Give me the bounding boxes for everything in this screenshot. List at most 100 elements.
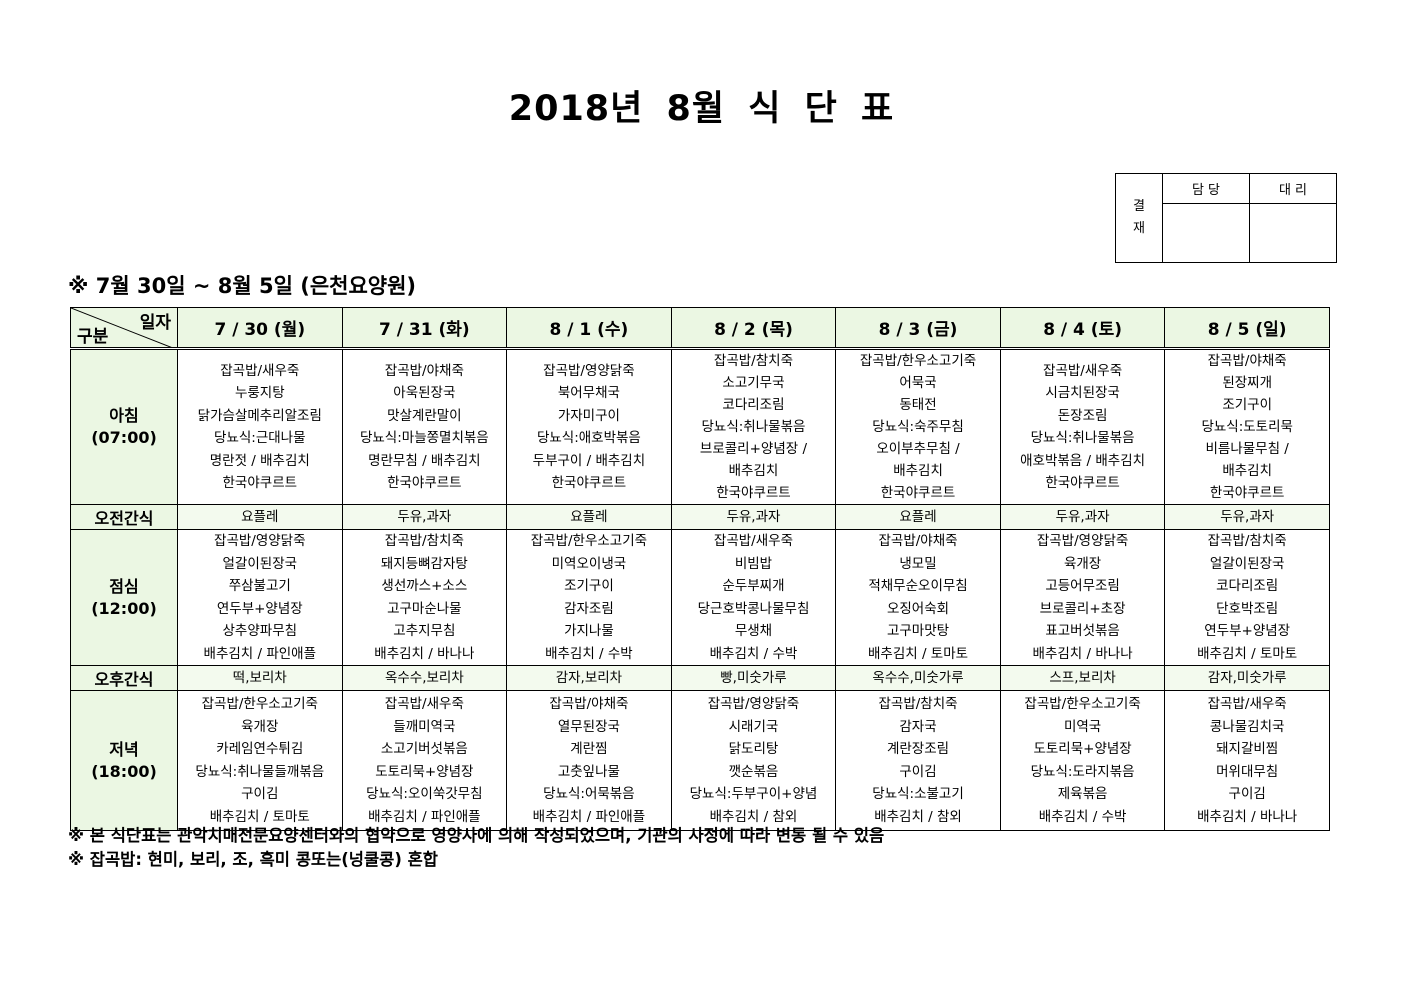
- meal-time: (18:00): [91, 761, 157, 781]
- menu-cell: 스프,보리차: [999, 665, 1166, 691]
- menu-item: 쭈삼불고기: [228, 578, 291, 594]
- day-header: 7 / 30 (월): [177, 307, 343, 350]
- menu-item: 배추김치 / 파인애플: [368, 808, 481, 825]
- day-header: 7 / 31 (화): [341, 307, 508, 350]
- menu-item: 잡곡밥/새우죽: [1043, 362, 1123, 379]
- menu-item: 콩나물김치국: [1209, 718, 1285, 735]
- menu-item: 시래기국: [728, 718, 779, 735]
- menu-cell: 옥수수,미숫가루: [835, 665, 1001, 691]
- menu-item: 잡곡밥/한우소고기죽: [201, 696, 318, 712]
- menu-item: 애호박볶음 / 배추김치: [1020, 452, 1146, 469]
- menu-item: 당뇨식:오이쑥갓무침: [366, 786, 483, 802]
- row-dinner: 저녁 (18:00) 잡곡밥/한우소고기죽 육개장 카레임연수튀김 당뇨식:취나물들깨볶음…: [70, 690, 1330, 831]
- approval-sign-manager[interactable]: [1162, 203, 1250, 263]
- period-subtitle: ※ 7월 30일 ~ 8월 5일 (은천요양원): [68, 274, 417, 298]
- menu-item: 브로콜리+양념장 /: [699, 441, 808, 457]
- day-header: 8 / 4 (토): [999, 307, 1166, 350]
- menu-item: 비름나물무침 /: [1205, 441, 1289, 457]
- menu-item: 한국야쿠르트: [716, 485, 791, 501]
- menu-cell: 잡곡밥/영양닭죽 얼갈이된장국 쭈삼불고기 연두부+양념장 상추양파무침 배추김치 / 파…: [177, 529, 343, 666]
- menu-item: 맛살계란말이: [387, 407, 462, 424]
- row-label-breakfast: 아침 (07:00): [70, 348, 178, 505]
- menu-item: 한국야쿠르트: [1209, 485, 1285, 501]
- menu-item: 북어무채국: [557, 385, 620, 401]
- menu-cell: 두유,과자: [1164, 504, 1330, 530]
- menu-item: 당뇨식:도라지볶음: [1030, 763, 1135, 780]
- menu-item: 동태전: [899, 397, 937, 413]
- menu-item: 배추김치 / 참외: [874, 808, 962, 825]
- menu-cell: 감자,미숫가루: [1164, 665, 1330, 691]
- menu-item: 조기구이: [564, 578, 614, 594]
- day-header: 8 / 5 (일): [1164, 307, 1330, 350]
- menu-cell: 잡곡밥/참치죽 얼갈이된장국 코다리조림 단호박조림 연두부+양념장 배추김치 / 토마토: [1164, 529, 1330, 666]
- menu-item: 잡곡밥/야채죽: [384, 362, 464, 379]
- meal-time: (12:00): [91, 598, 157, 618]
- meal-time: (07:00): [91, 428, 157, 447]
- menu-item: 소고기무국: [722, 375, 785, 391]
- menu-item: 배추김치: [728, 463, 779, 479]
- menu-item: 당뇨식:도토리묵: [1201, 419, 1293, 435]
- menu-cell: 두유,과자: [670, 504, 837, 530]
- menu-item: 닭가슴살메추리알조림: [197, 407, 322, 424]
- menu-item: 소고기버섯볶음: [380, 741, 468, 757]
- menu-item: 배추김치 / 토마토: [867, 645, 969, 662]
- menu-item: 당뇨식:취나물볶음: [701, 419, 806, 435]
- approval-col-deputy: 대 리: [1249, 173, 1337, 204]
- menu-item: 명란무침 / 배추김치: [368, 452, 481, 469]
- menu-cell: 옥수수,보리차: [341, 665, 508, 691]
- menu-item: 한국야쿠르트: [1045, 475, 1120, 491]
- menu-item: 도토리묵+양념장: [375, 763, 474, 780]
- footnote-1: ※ 본 식단표는 관악치매전문요양센터와의 협약으로 영양사에 의해 작성되었으…: [68, 826, 885, 845]
- menu-item: 돼지갈비찜: [1216, 741, 1279, 757]
- day-header: 8 / 2 (목): [670, 307, 837, 350]
- menu-cell: 잡곡밥/야채죽 열무된장국 계란찜 고춧잎나물 당뇨식:어묵볶음 배추김치 / 파인애플: [506, 690, 672, 831]
- row-label-dinner: 저녁 (18:00): [70, 690, 178, 831]
- menu-item: 적채무순오이무침: [868, 578, 968, 594]
- menu-cell: 잡곡밥/한우소고기죽 육개장 카레임연수튀김 당뇨식:취나물들깨볶음 구이김 배추김치 /…: [177, 690, 343, 831]
- menu-item: 당뇨식:두부구이+양념: [689, 786, 818, 802]
- menu-cell: 잡곡밥/참치죽 소고기무국 코다리조림 당뇨식:취나물볶음 브로콜리+양념장 / 배추김치…: [670, 348, 837, 505]
- menu-cell: 잡곡밥/새우죽 시금치된장국 돈장조림 당뇨식:취나물볶음 애호박볶음 / 배추김치 한국…: [999, 348, 1166, 505]
- menu-cell: 잡곡밥/참치죽 감자국 계란장조림 구이김 당뇨식:소불고기 배추김치 / 참외: [835, 690, 1001, 831]
- menu-item: 고추지무침: [393, 623, 456, 639]
- menu-item: 당뇨식:숙주무침: [872, 419, 964, 435]
- menu-item: 도토리묵+양념장: [1033, 741, 1132, 757]
- menu-item: 잡곡밥/한우소고기죽: [859, 353, 977, 369]
- menu-cell: 잡곡밥/영양닭죽 북어무채국 가자미구이 당뇨식:애호박볶음 두부구이 / 배추김치 한국…: [506, 348, 672, 505]
- menu-cell: 두유,과자: [999, 504, 1166, 530]
- menu-item: 배추김치 / 바나나: [374, 645, 475, 662]
- menu-item: 배추김치 / 바나나: [1032, 645, 1133, 662]
- menu-item: 머위대무침: [1216, 763, 1279, 780]
- menu-item: 한국야쿠르트: [551, 475, 627, 491]
- menu-item: 잡곡밥/영양닭죽: [543, 362, 635, 379]
- menu-item: 연두부+양념장: [216, 600, 303, 617]
- corner-date-label: 일자: [139, 313, 171, 333]
- menu-cell: 잡곡밥/야채죽 된장찌개 조기구이 당뇨식:도토리묵 비름나물무침 / 배추김치 한국야쿠르…: [1164, 348, 1330, 505]
- menu-item: 브로콜리+초장: [1039, 600, 1126, 617]
- menu-item: 잡곡밥/참치죽: [384, 533, 464, 549]
- menu-item: 배추김치 / 파인애플: [532, 808, 646, 825]
- menu-cell: 잡곡밥/새우죽 비빔밥 순두부찌개 당근호박콩나물무침 무생채 배추김치 / 수박: [670, 529, 837, 666]
- menu-item: 카레임연수튀김: [216, 741, 304, 757]
- menu-item: 잡곡밥/야채죽: [878, 533, 958, 549]
- menu-item: 고춧잎나물: [557, 763, 620, 780]
- menu-item: 두부구이 / 배추김치: [532, 452, 646, 469]
- menu-item: 잡곡밥/영양닭죽: [707, 696, 800, 712]
- menu-cell: 잡곡밥/한우소고기죽 미역오이냉국 조기구이 감자조림 가지나물 배추김치 / 수박: [506, 529, 672, 666]
- menu-cell: 빵,미숫가루: [670, 665, 837, 691]
- menu-item: 깻순볶음: [728, 763, 779, 780]
- meal-name: 저녁: [109, 739, 139, 759]
- menu-item: 들깨미역국: [393, 718, 456, 735]
- day-header: 8 / 1 (수): [506, 307, 672, 350]
- menu-item: 미역국: [1063, 718, 1102, 735]
- menu-cell: 잡곡밥/영양닭죽 시래기국 닭도리탕 깻순볶음 당뇨식:두부구이+양념 배추김치 / 참외: [670, 690, 837, 831]
- menu-item: 배추김치: [1222, 463, 1273, 479]
- approval-sign-deputy[interactable]: [1249, 203, 1337, 263]
- menu-item: 단호박조림: [1216, 600, 1279, 617]
- menu-item: 배추김치 / 토마토: [209, 808, 310, 825]
- menu-table: 일자 구분 7 / 30 (월) 7 / 31 (화) 8 / 1 (수) 8 / 2…: [70, 307, 1330, 831]
- menu-cell: 잡곡밥/참치죽 돼지등뼈감자탕 생선까스+소스 고구마순나물 고추지무침 배추김치 / 바…: [341, 529, 508, 666]
- menu-item: 잡곡밥/새우죽: [384, 696, 464, 712]
- menu-item: 닭도리탕: [728, 741, 779, 757]
